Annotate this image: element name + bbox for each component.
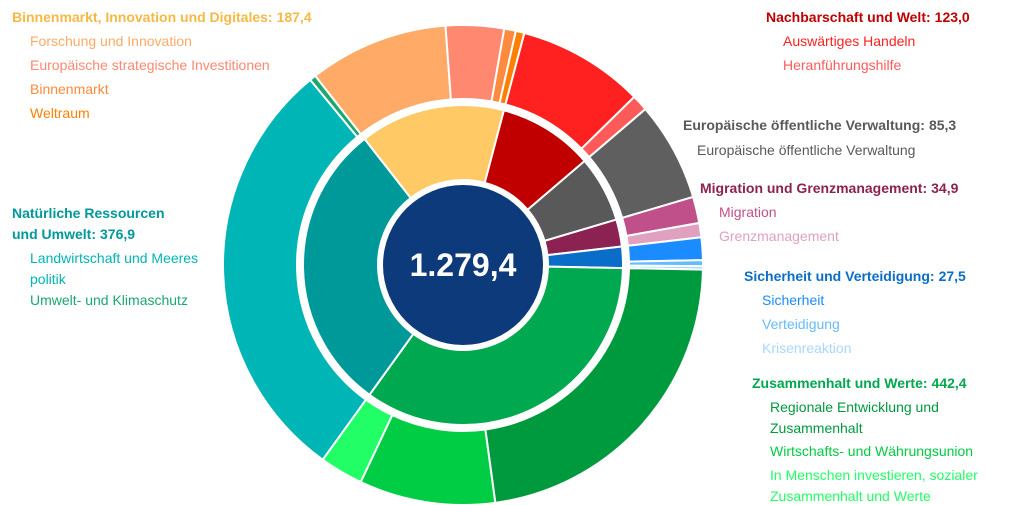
group-label: Zusammenhalt und Werte: 442,4	[752, 375, 967, 391]
total-label: 1.279,4	[410, 247, 517, 283]
group-label: Natürliche Ressourcen	[12, 205, 165, 221]
child-label: Forschung und Innovation	[30, 33, 192, 49]
outer-segment	[484, 267, 704, 504]
child-label: Regionale Entwicklung und	[770, 399, 939, 415]
child-label: Zusammenhalt	[770, 420, 863, 436]
group-label: Migration und Grenzmanagement: 34,9	[700, 180, 959, 196]
child-label: Landwirtschaft und Meeres	[30, 250, 198, 266]
child-label: Migration	[719, 204, 777, 220]
child-label: Umwelt- und Klimaschutz	[30, 292, 188, 308]
child-label: Binnenmarkt	[30, 81, 109, 97]
child-label: Grenzmanagement	[719, 228, 839, 244]
group-value: 85,3	[929, 117, 956, 133]
child-label: Heranführungshilfe	[783, 57, 902, 73]
outer-segment	[308, 74, 363, 139]
child-label: Auswärtiges Handeln	[783, 33, 915, 49]
group-value: 27,5	[939, 268, 966, 284]
group-value: 34,9	[931, 180, 958, 196]
group-label: Sicherheit und Verteidigung: 27,5	[744, 268, 966, 284]
inner-segment	[368, 265, 624, 426]
group-name: und Umwelt:	[12, 226, 96, 242]
group-value: 376,9	[100, 226, 135, 242]
inner-segment	[302, 137, 415, 397]
group-name: Natürliche Ressourcen	[12, 205, 165, 221]
group-name: Sicherheit und Verteidigung:	[744, 268, 935, 284]
child-label: politik	[30, 271, 67, 287]
group-value: 123,0	[935, 9, 970, 25]
child-label: In Menschen investieren, sozialer	[770, 467, 978, 483]
group-value: 187,4	[277, 9, 312, 25]
child-label: Krisenreaktion	[762, 340, 852, 356]
center-circle	[383, 185, 543, 345]
group-label: Europäische öffentliche Verwaltung: 85,3	[683, 117, 956, 133]
group-name: Binnenmarkt, Innovation und Digitales:	[12, 9, 273, 25]
group-name: Nachbarschaft und Welt:	[766, 9, 931, 25]
child-label: Europäische öffentliche Verwaltung	[697, 142, 915, 158]
child-label: Zusammenhalt und Werte	[770, 488, 931, 504]
child-label: Verteidigung	[762, 316, 840, 332]
child-label: Europäische strategische Investitionen	[30, 57, 270, 73]
group-label: Nachbarschaft und Welt: 123,0	[766, 9, 970, 25]
group-value: 442,4	[932, 375, 967, 391]
child-label: Weltraum	[30, 105, 90, 121]
group-label: und Umwelt: 376,9	[12, 226, 135, 242]
group-label: Binnenmarkt, Innovation und Digitales: 18…	[12, 9, 312, 25]
group-name: Zusammenhalt und Werte:	[752, 375, 928, 391]
group-name: Migration und Grenzmanagement:	[700, 180, 927, 196]
outer-segment	[222, 78, 368, 462]
group-name: Europäische öffentliche Verwaltung:	[683, 117, 925, 133]
child-label: Wirtschafts- und Währungsunion	[770, 443, 973, 459]
child-label: Sicherheit	[762, 292, 824, 308]
